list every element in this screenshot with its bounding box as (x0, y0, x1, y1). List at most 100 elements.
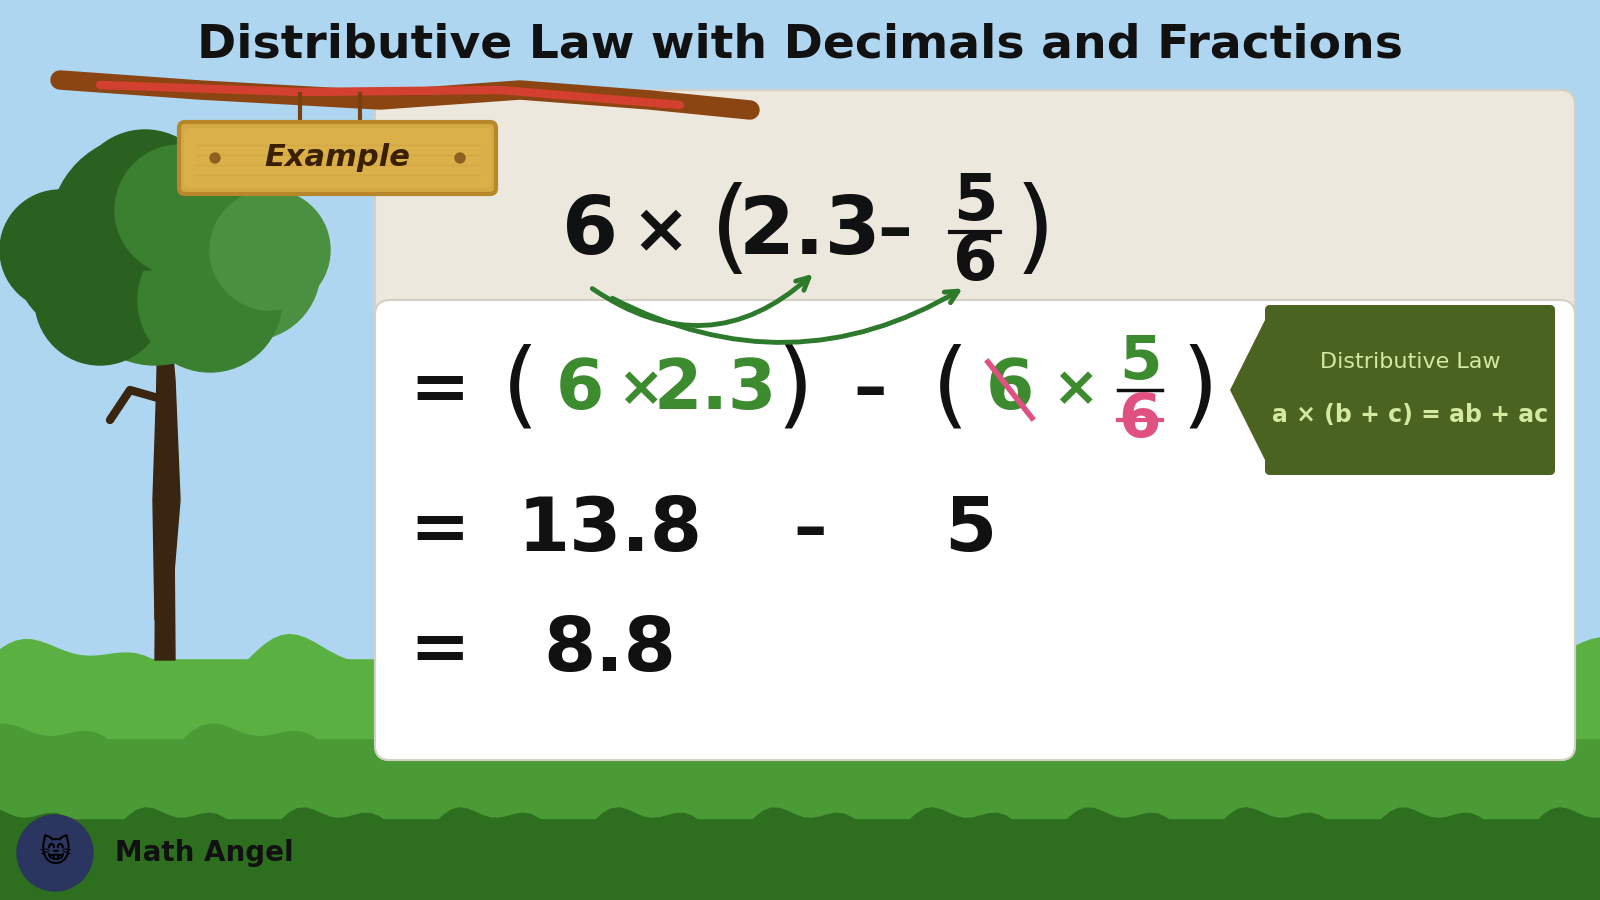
Bar (0, 72, 1600, 81)
Bar (0, 684, 1600, 693)
Text: –: – (853, 357, 886, 423)
Bar (0, 9, 1600, 18)
Circle shape (115, 145, 245, 275)
Bar (0, 477, 1600, 486)
Bar (0, 288, 1600, 297)
Bar (0, 333, 1600, 342)
Bar (0, 513, 1600, 522)
Bar (0, 117, 1600, 126)
Bar (0, 27, 1600, 36)
Bar (0, 414, 1600, 423)
Bar (0, 153, 1600, 162)
Bar (0, 423, 1600, 432)
Text: ): ) (1181, 344, 1219, 436)
FancyBboxPatch shape (1266, 305, 1555, 475)
Text: ×: × (1051, 363, 1098, 417)
Bar (0, 891, 1600, 900)
Text: 6: 6 (1118, 391, 1162, 449)
Text: ×: × (616, 363, 664, 417)
Bar (0, 441, 1600, 450)
Text: 6: 6 (562, 193, 618, 271)
Text: 13.8: 13.8 (517, 493, 702, 566)
Bar (0, 207, 1600, 216)
Bar (0, 846, 1600, 855)
Circle shape (0, 190, 120, 310)
Text: 5: 5 (1118, 332, 1162, 392)
Bar (0, 216, 1600, 225)
Bar (0, 432, 1600, 441)
Text: Distributive Law with Decimals and Fractions: Distributive Law with Decimals and Fract… (197, 22, 1403, 68)
Bar (0, 702, 1600, 711)
Bar (0, 720, 1600, 729)
Bar (0, 522, 1600, 531)
Text: (: ( (710, 182, 750, 283)
Bar (0, 612, 1600, 621)
Text: 6: 6 (986, 356, 1034, 424)
Circle shape (50, 135, 240, 325)
Polygon shape (1230, 310, 1270, 470)
Bar (0, 639, 1600, 648)
Circle shape (454, 153, 466, 163)
Bar (0, 729, 1600, 738)
Bar (0, 171, 1600, 180)
Circle shape (18, 815, 93, 891)
Bar (0, 711, 1600, 720)
Bar (0, 225, 1600, 234)
Text: (: ( (931, 344, 968, 436)
Bar (0, 873, 1600, 882)
Bar (0, 801, 1600, 810)
Bar (0, 234, 1600, 243)
Text: 6: 6 (952, 231, 997, 293)
Bar (0, 621, 1600, 630)
Bar (0, 270, 1600, 279)
Text: ): ) (776, 344, 813, 436)
Bar (0, 747, 1600, 756)
Bar (0, 774, 1600, 783)
FancyBboxPatch shape (374, 300, 1574, 760)
Polygon shape (0, 820, 1600, 900)
Bar (0, 828, 1600, 837)
Circle shape (179, 200, 320, 340)
Bar (0, 666, 1600, 675)
Bar (0, 45, 1600, 54)
Polygon shape (0, 808, 1600, 838)
Bar (0, 648, 1600, 657)
Text: –: – (878, 199, 912, 266)
FancyArrowPatch shape (592, 277, 810, 326)
Circle shape (210, 153, 221, 163)
Bar (0, 81, 1600, 90)
Circle shape (14, 185, 165, 335)
Bar (0, 558, 1600, 567)
Polygon shape (155, 280, 174, 660)
Bar (0, 855, 1600, 864)
Bar (0, 0, 1600, 9)
Polygon shape (0, 480, 1600, 700)
Bar (0, 504, 1600, 513)
Text: 8.8: 8.8 (544, 614, 677, 687)
Polygon shape (0, 724, 1600, 763)
Bar (0, 243, 1600, 252)
Bar (0, 567, 1600, 576)
Bar (0, 315, 1600, 324)
Bar (0, 738, 1600, 747)
Text: =: = (410, 616, 470, 685)
Bar (0, 18, 1600, 27)
Bar (0, 306, 1600, 315)
Polygon shape (0, 740, 1600, 900)
Polygon shape (0, 630, 1600, 688)
Bar (0, 819, 1600, 828)
Bar (0, 792, 1600, 801)
Bar (0, 360, 1600, 369)
Bar (0, 603, 1600, 612)
Bar (0, 54, 1600, 63)
Text: Example: Example (264, 143, 410, 173)
FancyBboxPatch shape (179, 122, 496, 194)
Bar (0, 486, 1600, 495)
Bar (0, 144, 1600, 153)
Polygon shape (0, 660, 1600, 900)
Bar (0, 108, 1600, 117)
Bar (0, 657, 1600, 666)
Text: 2.3: 2.3 (739, 193, 882, 271)
Bar (0, 369, 1600, 378)
Text: 2.3: 2.3 (653, 356, 776, 424)
